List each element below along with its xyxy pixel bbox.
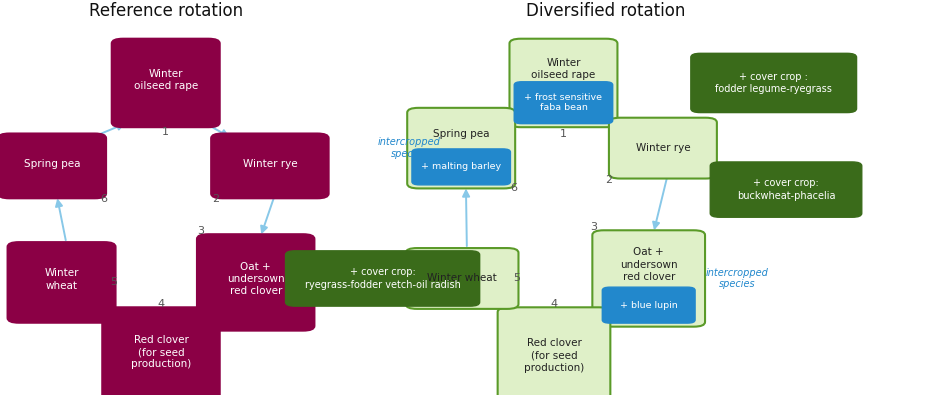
Text: Winter
wheat: Winter wheat <box>45 268 79 291</box>
Text: Red clover
(for seed
production): Red clover (for seed production) <box>131 335 191 369</box>
Text: Winter
oilseed rape: Winter oilseed rape <box>134 69 198 91</box>
Text: 1: 1 <box>560 129 567 139</box>
Text: Winter
oilseed rape: Winter oilseed rape <box>531 58 596 80</box>
Text: intercropped
species: intercropped species <box>706 268 768 289</box>
Text: Diversified rotation: Diversified rotation <box>527 2 686 20</box>
FancyBboxPatch shape <box>609 118 717 179</box>
FancyBboxPatch shape <box>102 307 220 395</box>
FancyBboxPatch shape <box>286 251 479 306</box>
Text: + cover crop:
ryegrass-fodder vetch-oil radish: + cover crop: ryegrass-fodder vetch-oil … <box>305 267 460 290</box>
Text: 2: 2 <box>212 194 220 205</box>
FancyBboxPatch shape <box>710 162 862 217</box>
FancyBboxPatch shape <box>8 242 116 323</box>
FancyBboxPatch shape <box>412 149 510 185</box>
Text: Winter rye: Winter rye <box>242 159 297 169</box>
Text: + cover crop :
fodder legume-ryegrass: + cover crop : fodder legume-ryegrass <box>715 72 832 94</box>
Text: + frost sensitive
faba bean: + frost sensitive faba bean <box>525 93 602 113</box>
Text: Spring pea: Spring pea <box>24 159 80 169</box>
Text: Oat +
undersown
red clover: Oat + undersown red clover <box>620 247 677 282</box>
FancyBboxPatch shape <box>593 230 706 327</box>
Text: intercropped
species: intercropped species <box>378 137 440 159</box>
Text: 2: 2 <box>605 175 613 185</box>
FancyBboxPatch shape <box>407 108 515 188</box>
FancyBboxPatch shape <box>509 39 617 127</box>
FancyBboxPatch shape <box>498 307 610 395</box>
Text: 5: 5 <box>513 273 521 284</box>
Text: 4: 4 <box>157 299 165 309</box>
Text: 4: 4 <box>550 299 558 309</box>
Text: Winter rye: Winter rye <box>635 143 690 153</box>
Text: Red clover
(for seed
production): Red clover (for seed production) <box>524 338 584 373</box>
FancyBboxPatch shape <box>0 134 106 198</box>
Text: 6: 6 <box>100 194 108 205</box>
Text: Oat +
undersown
red clover: Oat + undersown red clover <box>227 261 284 296</box>
FancyBboxPatch shape <box>602 287 695 323</box>
Text: 5: 5 <box>110 277 117 288</box>
FancyBboxPatch shape <box>690 53 856 113</box>
FancyBboxPatch shape <box>211 134 329 198</box>
Text: 3: 3 <box>197 226 205 236</box>
Text: + malting barley: + malting barley <box>421 162 501 171</box>
FancyBboxPatch shape <box>197 234 314 331</box>
Text: + blue lupin: + blue lupin <box>620 301 677 310</box>
Text: 6: 6 <box>509 182 517 193</box>
FancyBboxPatch shape <box>405 248 519 309</box>
Text: + cover crop:
buckwheat-phacelia: + cover crop: buckwheat-phacelia <box>737 179 835 201</box>
Text: Winter wheat: Winter wheat <box>427 273 497 284</box>
Text: 3: 3 <box>590 222 598 232</box>
FancyBboxPatch shape <box>112 39 220 127</box>
Text: Reference rotation: Reference rotation <box>89 2 242 20</box>
Text: Spring pea: Spring pea <box>433 129 490 139</box>
FancyBboxPatch shape <box>514 82 613 124</box>
Text: 1: 1 <box>162 127 170 137</box>
